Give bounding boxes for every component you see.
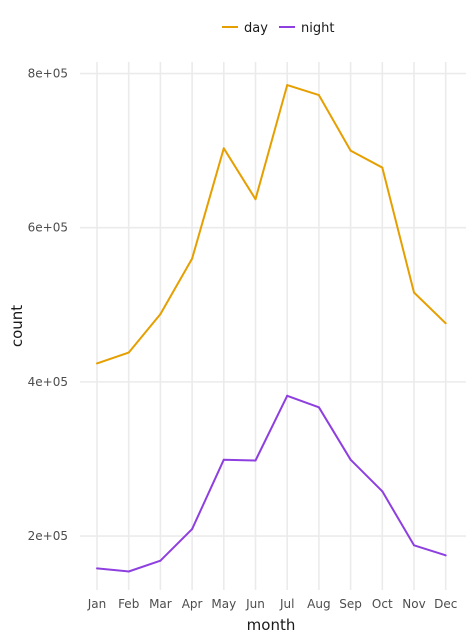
data-point-night [96,567,98,570]
x-tick-label: Sep [339,597,362,611]
x-tick-label: Dec [434,597,457,611]
data-point-day [349,149,352,152]
data-point-night [191,528,194,531]
x-axis-ticks: Jan Feb Mar Apr May Jun Jul Aug Sep Oct Nov Dec [87,597,458,611]
data-point-day [381,166,384,169]
data-point-night [159,559,162,562]
x-tick-label: Feb [118,597,139,611]
data-point-day [127,351,130,354]
data-point-night [222,458,225,461]
y-tick-label: 8e+05 [28,67,68,81]
series-line-night [96,394,447,573]
data-point-day [159,313,162,316]
x-tick-label: Oct [372,597,393,611]
data-point-day [191,257,194,260]
data-point-night [317,406,320,409]
data-point-night [381,490,384,493]
y-tick-label: 4e+05 [28,375,68,389]
x-tick-label: May [211,597,236,611]
x-tick-label: Jan [87,597,107,611]
legend: day night [222,21,334,36]
data-point-day [317,94,320,97]
x-axis-title: month [247,616,296,634]
data-point-day [254,198,257,201]
grid [80,62,466,590]
x-tick-label: Aug [307,597,330,611]
y-axis-title: count [8,305,26,347]
x-tick-label: Mar [149,597,172,611]
x-tick-label: Jun [245,597,265,611]
y-tick-label: 6e+05 [28,221,68,235]
data-point-night [254,459,257,462]
data-point-night [413,544,415,547]
x-tick-label: Nov [402,597,425,611]
data-point-day [444,322,447,325]
data-point-day [96,362,98,365]
series-line-day [96,84,447,365]
y-tick-label: 2e+05 [28,529,68,543]
data-point-night [349,458,352,461]
legend-label-day: day [244,21,268,36]
data-point-day [413,291,415,294]
data-point-night [127,570,130,573]
legend-label-night: night [301,21,334,36]
data-point-day [222,147,225,150]
data-point-night [286,394,289,397]
series-lines [96,84,447,573]
data-point-day [286,84,289,87]
data-point-night [444,554,447,557]
y-axis-ticks: 2e+05 4e+05 6e+05 8e+05 [28,67,68,543]
x-tick-label: Apr [182,597,203,611]
x-tick-label: Jul [279,597,294,611]
